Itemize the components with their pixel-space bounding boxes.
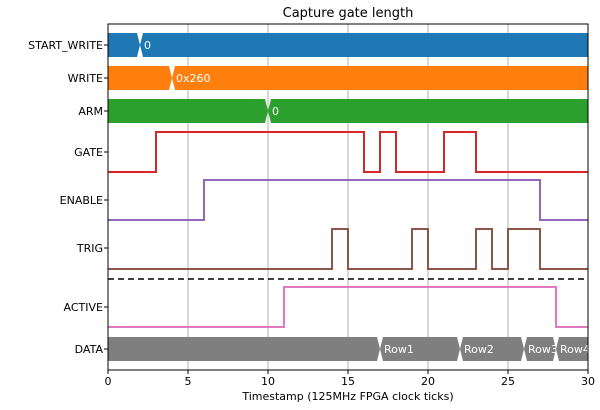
- bus-value-label: Row1: [384, 343, 414, 356]
- signal-label: WRITE: [68, 72, 103, 85]
- bus-value-label: 0: [144, 39, 151, 52]
- bus-value-label: 0x260: [176, 72, 211, 85]
- x-tick-label: 30: [581, 375, 595, 388]
- bus-value-label: 0: [272, 105, 279, 118]
- bus-segment: [460, 337, 524, 361]
- signal-label: DATA: [75, 343, 104, 356]
- signal-waveform: [108, 131, 588, 173]
- x-tick-label: 20: [421, 375, 435, 388]
- signal-label: ACTIVE: [64, 301, 104, 314]
- bus-segment: [556, 337, 588, 361]
- bus-value-label: Row3: [528, 343, 558, 356]
- bus-segment: [108, 337, 380, 361]
- bus-segment: [380, 337, 460, 361]
- bus-value-label: Row2: [464, 343, 494, 356]
- signal-label: TRIG: [76, 242, 103, 255]
- bus-segment: [524, 337, 556, 361]
- bus-segment: [108, 33, 140, 57]
- x-tick-label: 5: [185, 375, 192, 388]
- bus-segment: [108, 66, 172, 90]
- bus-segment: [172, 66, 588, 90]
- signal-waveform: [108, 179, 588, 221]
- bus-segment: [268, 99, 588, 123]
- x-tick-label: 25: [501, 375, 515, 388]
- signal-label: GATE: [74, 146, 103, 159]
- x-tick-label: 10: [261, 375, 275, 388]
- signal-waveform: [108, 286, 588, 328]
- signal-label: START_WRITE: [28, 39, 103, 52]
- signal-label: ARM: [78, 105, 103, 118]
- chart-title: Capture gate length: [283, 6, 414, 21]
- x-tick-label: 0: [105, 375, 112, 388]
- signal-waveform: [108, 228, 588, 270]
- bus-value-label: Row4: [560, 343, 590, 356]
- x-axis-label: Timestamp (125MHz FPGA clock ticks): [241, 390, 453, 403]
- bus-segment: [140, 33, 588, 57]
- bus-segment: [108, 99, 268, 123]
- x-tick-label: 15: [341, 375, 355, 388]
- signal-label: ENABLE: [60, 194, 103, 207]
